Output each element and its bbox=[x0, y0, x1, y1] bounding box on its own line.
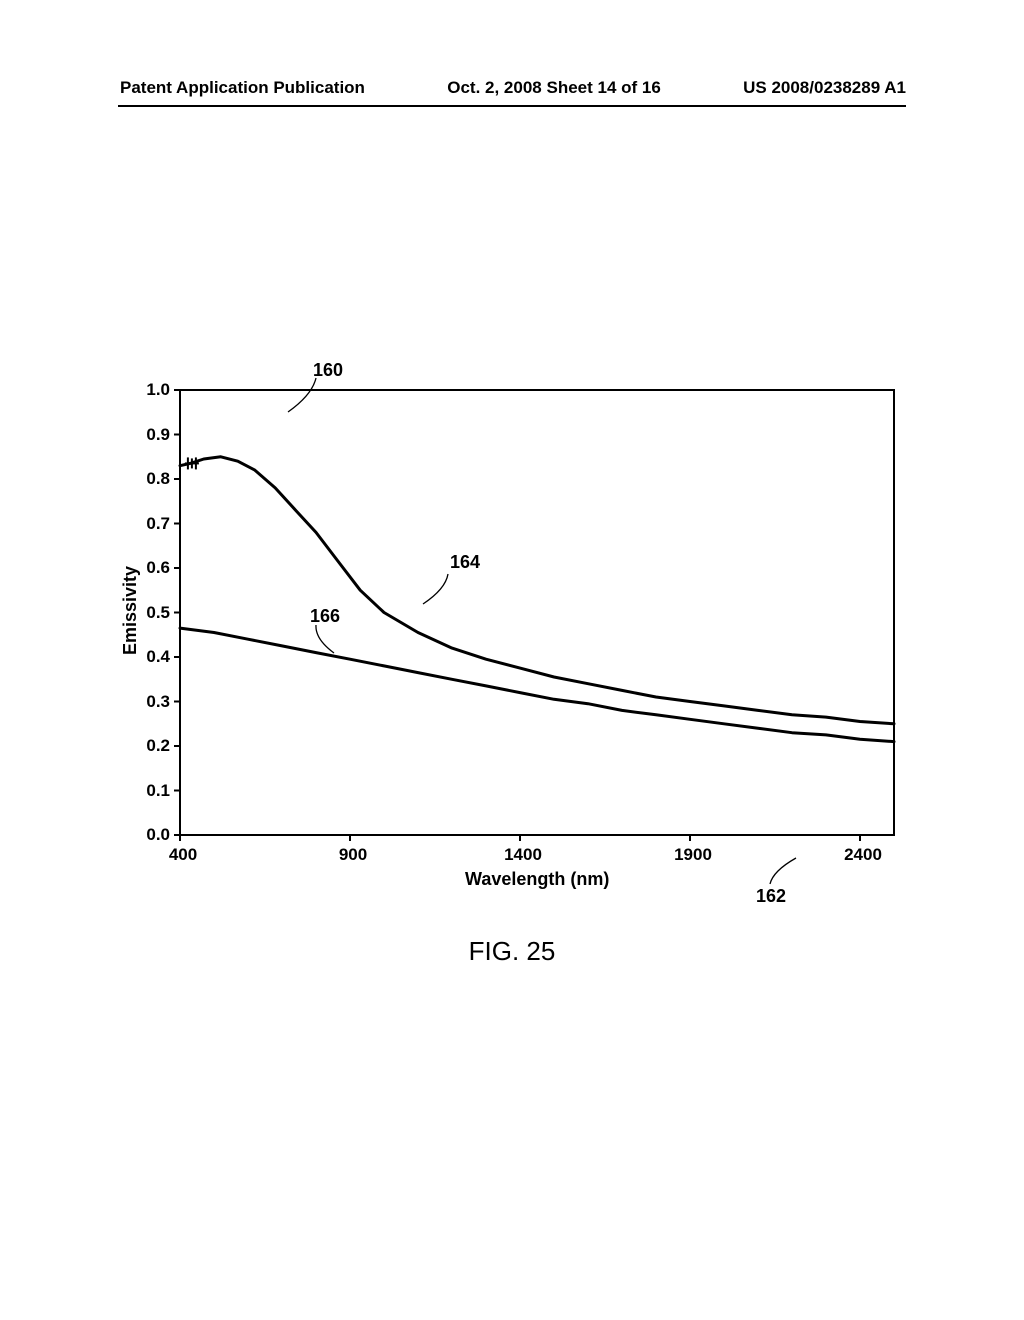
ytick-label: 1.0 bbox=[140, 380, 170, 400]
y-axis-label: Emissivity bbox=[120, 565, 141, 654]
header-rule bbox=[118, 105, 906, 107]
emissivity-chart: 0.0 0.1 0.2 0.3 0.4 0.5 0.6 0.7 0.8 0.9 1.0 400 900 1… bbox=[108, 360, 916, 915]
ytick-label: 0.6 bbox=[140, 558, 170, 578]
x-axis-label: Wavelength (nm) bbox=[465, 869, 609, 890]
ytick-label: 0.8 bbox=[140, 469, 170, 489]
xtick-label: 1900 bbox=[668, 845, 718, 865]
xtick-label: 900 bbox=[328, 845, 378, 865]
header-left: Patent Application Publication bbox=[120, 78, 365, 98]
header-right: US 2008/0238289 A1 bbox=[743, 78, 906, 98]
header-center: Oct. 2, 2008 Sheet 14 of 16 bbox=[447, 78, 661, 98]
chart-svg bbox=[108, 360, 916, 915]
xtick-label: 400 bbox=[158, 845, 208, 865]
annotation-164: 164 bbox=[450, 552, 480, 573]
annotation-166: 166 bbox=[310, 606, 340, 627]
ytick-label: 0.1 bbox=[140, 781, 170, 801]
xtick-label: 1400 bbox=[498, 845, 548, 865]
ytick-label: 0.7 bbox=[140, 514, 170, 534]
ytick-label: 0.2 bbox=[140, 736, 170, 756]
ytick-label: 0.0 bbox=[140, 825, 170, 845]
annotation-160: 160 bbox=[313, 360, 343, 381]
xtick-label: 2400 bbox=[838, 845, 888, 865]
figure-caption: FIG. 25 bbox=[0, 936, 1024, 967]
ytick-label: 0.3 bbox=[140, 692, 170, 712]
page-header: Patent Application Publication Oct. 2, 2… bbox=[0, 78, 1024, 98]
ytick-label: 0.4 bbox=[140, 647, 170, 667]
ytick-label: 0.9 bbox=[140, 425, 170, 445]
annotation-162: 162 bbox=[756, 886, 786, 907]
ytick-label: 0.5 bbox=[140, 603, 170, 623]
